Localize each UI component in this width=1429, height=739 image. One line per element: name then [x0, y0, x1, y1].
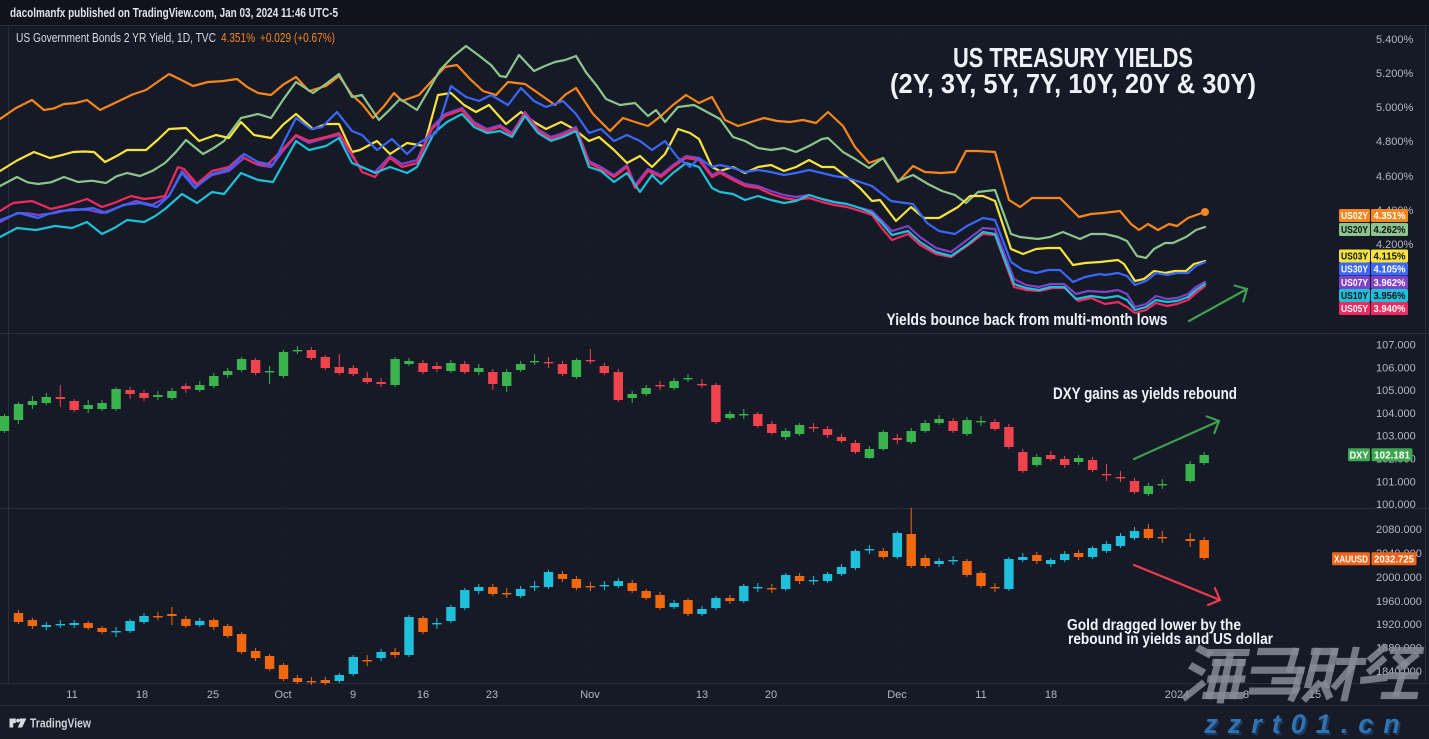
svg-text:25: 25: [207, 689, 219, 701]
svg-text:4.800%: 4.800%: [1376, 136, 1414, 148]
svg-text:5.200%: 5.200%: [1376, 68, 1414, 80]
svg-text:13: 13: [696, 689, 708, 701]
svg-text:11: 11: [66, 689, 77, 701]
svg-text:106.000: 106.000: [1376, 362, 1416, 374]
svg-text:1920.000: 1920.000: [1376, 619, 1422, 631]
svg-text:8: 8: [1243, 689, 1249, 701]
svg-text:1960.000: 1960.000: [1376, 596, 1422, 608]
svg-text:103.000: 103.000: [1376, 431, 1416, 443]
svg-text:US TREASURY YIELDS: US TREASURY YIELDS: [953, 42, 1193, 73]
svg-text:4.200%: 4.200%: [1376, 239, 1414, 251]
svg-text:+0.029 (+0.67%): +0.029 (+0.67%): [260, 31, 335, 45]
svg-text:9: 9: [350, 689, 356, 701]
svg-text:23: 23: [486, 689, 498, 701]
svg-text:US Government Bonds 2 YR Yield: US Government Bonds 2 YR Yield, 1D, TVC: [16, 31, 216, 45]
svg-text:3.962%: 3.962%: [1374, 278, 1406, 289]
svg-text:DXY gains as yields rebound: DXY gains as yields rebound: [1053, 385, 1237, 403]
svg-text:zzrt01.cn: zzrt01.cn: [1205, 711, 1412, 739]
svg-text:20: 20: [765, 689, 777, 701]
svg-text:105.000: 105.000: [1376, 385, 1416, 397]
svg-text:XAUUSD: XAUUSD: [1334, 554, 1368, 565]
svg-text:Gold dragged lower by the: Gold dragged lower by the: [1067, 617, 1241, 634]
svg-text:5.400%: 5.400%: [1376, 34, 1414, 46]
svg-text:16: 16: [417, 689, 429, 701]
svg-text:11: 11: [975, 689, 986, 701]
svg-text:Dec: Dec: [887, 689, 907, 701]
svg-text:4.105%: 4.105%: [1374, 265, 1406, 276]
svg-text:18: 18: [136, 689, 148, 701]
svg-text:US02Y: US02Y: [1341, 211, 1368, 222]
svg-text:3.940%: 3.940%: [1374, 304, 1406, 315]
svg-text:3.956%: 3.956%: [1374, 291, 1406, 302]
svg-text:US07Y: US07Y: [1341, 278, 1368, 289]
svg-text:dacolmanfx published on Tradin: dacolmanfx published on TradingView.com,…: [10, 6, 338, 20]
svg-text:Yields bounce back from multi-: Yields bounce back from multi-month lows: [887, 310, 1168, 329]
svg-text:4.115%: 4.115%: [1374, 252, 1406, 263]
svg-text:DXY: DXY: [1350, 450, 1369, 461]
svg-text:4.351%: 4.351%: [1374, 211, 1406, 222]
svg-text:101.000: 101.000: [1376, 476, 1416, 488]
svg-text:Oct: Oct: [274, 689, 291, 701]
svg-text:US30Y: US30Y: [1341, 265, 1368, 276]
svg-text:102.181: 102.181: [1374, 450, 1410, 461]
svg-text:TradingView: TradingView: [30, 717, 91, 731]
svg-text:US03Y: US03Y: [1341, 252, 1368, 263]
svg-text:104.000: 104.000: [1376, 408, 1416, 420]
svg-text:2000.000: 2000.000: [1376, 572, 1422, 584]
svg-text:4.351%: 4.351%: [221, 31, 255, 45]
svg-text:5.000%: 5.000%: [1376, 102, 1414, 114]
svg-text:107.000: 107.000: [1376, 340, 1416, 352]
svg-text:rebound in yields and US dolla: rebound in yields and US dollar: [1068, 631, 1273, 648]
svg-text:US20Y: US20Y: [1341, 225, 1368, 236]
svg-text:Nov: Nov: [580, 689, 600, 701]
svg-text:US10Y: US10Y: [1341, 291, 1368, 302]
svg-text:100.000: 100.000: [1376, 499, 1416, 511]
svg-text:4.262%: 4.262%: [1374, 225, 1406, 236]
svg-text:4.600%: 4.600%: [1376, 171, 1414, 183]
svg-text:18: 18: [1045, 689, 1057, 701]
svg-text:2080.000: 2080.000: [1376, 524, 1422, 536]
svg-text:zzrt01.cn: zzrt01.cn: [1203, 709, 1410, 739]
svg-text:US05Y: US05Y: [1341, 304, 1368, 315]
svg-text:(2Y, 3Y, 5Y, 7Y, 10Y, 20Y & 30: (2Y, 3Y, 5Y, 7Y, 10Y, 20Y & 30Y): [890, 68, 1256, 99]
svg-text:2032.725: 2032.725: [1374, 554, 1414, 565]
